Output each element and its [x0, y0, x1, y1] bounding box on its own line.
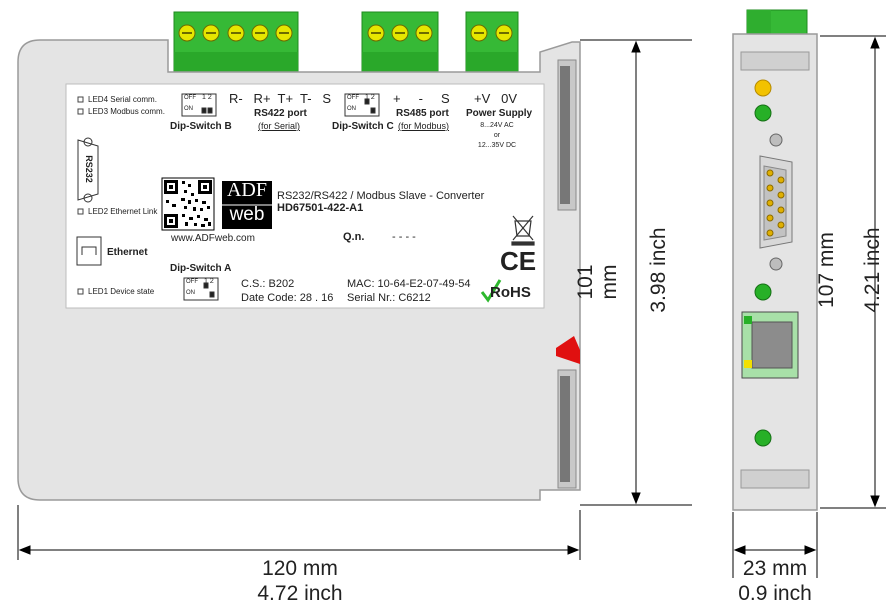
ce-mark: CE — [500, 246, 537, 276]
qr-code — [161, 177, 215, 231]
dip-a-nums: 1 2 — [204, 278, 214, 285]
dip-b-nums: 1 2 — [202, 94, 212, 101]
power-or: or — [493, 132, 501, 139]
weee-bin-icon — [511, 215, 535, 246]
din-clip-red — [556, 336, 580, 364]
dip-switch-a-box — [183, 277, 219, 301]
side-width-mm: 23 mm — [742, 557, 808, 580]
product-code: HD67501-422-A1 — [277, 202, 364, 214]
dip-c-off: OFF — [347, 95, 359, 101]
rs485-pin-labels: + - S — [393, 91, 450, 106]
cs-label: C.S.: B202 — [241, 278, 295, 290]
front-height-inch: 3.98 inch — [647, 227, 670, 313]
power-pin-labels: +V 0V — [474, 91, 517, 106]
rs232-connector-outline — [77, 137, 99, 203]
side-led-green-3 — [754, 429, 772, 447]
rs422-subtitle: (for Serial) — [258, 121, 301, 131]
logo-adf: ADF — [226, 179, 267, 201]
side-led-green-2 — [754, 283, 772, 301]
side-case — [732, 33, 818, 511]
power-ac: 8...24V AC — [480, 122, 514, 129]
led4-label: LED4 Serial comm. — [88, 95, 157, 104]
side-height-inch: 4.21 inch — [861, 227, 884, 313]
terminal-block-rs422 — [173, 11, 299, 79]
dimension-lines — [17, 35, 886, 578]
power-dc: 12...35V DC — [477, 142, 517, 149]
product-description: RS232/RS422 / Modbus Slave - Converter — [277, 190, 485, 202]
ethernet-label: Ethernet — [107, 247, 148, 258]
qn-label: Q.n. — [343, 231, 365, 243]
rs232-label: RS232 — [84, 155, 94, 183]
dip-a-on: ON — [186, 290, 195, 296]
rs422-pin-labels: R- R+ T+ T- S — [229, 91, 332, 106]
side-led-green-1 — [754, 104, 772, 122]
dip-a-off: OFF — [186, 279, 198, 285]
front-width-mm: 120 mm — [262, 557, 338, 580]
led2-label: LED2 Ethernet Link — [88, 207, 158, 216]
side-height-mm: 107 mm — [815, 232, 838, 308]
front-height-mm: 101 mm — [574, 264, 621, 300]
rohs-mark: RoHS — [490, 284, 531, 301]
dip-switch-c-label: Dip-Switch C — [332, 121, 394, 132]
dip-switch-b-label: Dip-Switch B — [170, 121, 232, 132]
front-label-panel — [65, 83, 545, 309]
website-label: www.ADFweb.com — [171, 233, 255, 244]
led1-label: LED1 Device state — [88, 287, 155, 296]
power-supply-title: Power Supply — [466, 108, 533, 119]
terminal-block-rs485 — [361, 11, 439, 79]
rs485-title: RS485 port — [396, 108, 449, 119]
dip-b-off: OFF — [184, 95, 196, 101]
ethernet-port-icon — [76, 236, 102, 266]
led3-label: LED3 Modbus comm. — [88, 107, 165, 116]
mac-label: MAC: 10-64-E2-07-49-54 — [347, 278, 471, 290]
front-width-inch: 4.72 inch — [257, 582, 343, 605]
dip-c-nums: 1 2 — [365, 94, 375, 101]
dip-switch-b-box — [181, 93, 217, 117]
rs485-subtitle: (for Modbus) — [398, 121, 450, 131]
rohs-check-icon — [480, 279, 502, 303]
side-rj45-port — [741, 311, 799, 379]
qn-value: - - - - — [392, 231, 416, 243]
date-code-label: Date Code: 28 . 16 — [241, 292, 334, 304]
serial-label: Serial Nr.: C6212 — [347, 292, 431, 304]
side-led-yellow — [754, 79, 772, 97]
side-width-inch: 0.9 inch — [738, 582, 812, 605]
terminal-block-power — [465, 11, 519, 79]
dip-c-on: ON — [347, 106, 356, 112]
dip-switch-c-box — [344, 93, 380, 117]
rs422-title: RS422 port — [254, 108, 307, 119]
side-db9-connector — [759, 133, 793, 271]
dip-switch-a-label: Dip-Switch A — [170, 263, 232, 274]
logo-web: web — [229, 204, 265, 225]
dip-b-on: ON — [184, 106, 193, 112]
